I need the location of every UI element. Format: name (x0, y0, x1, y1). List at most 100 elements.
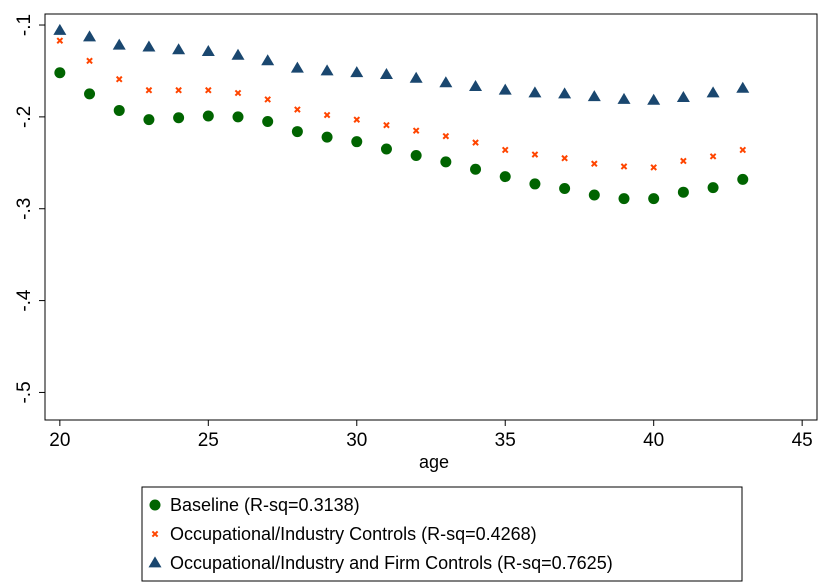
data-point (707, 182, 719, 194)
legend-marker (151, 530, 159, 538)
data-point (617, 92, 631, 104)
data-point (648, 193, 660, 205)
legend-box (141, 486, 743, 582)
data-point (380, 143, 392, 155)
data-point (231, 48, 245, 60)
data-point (591, 160, 598, 168)
data-point (383, 121, 390, 129)
data-point (56, 37, 64, 44)
y-tick-label: -.2 (14, 106, 35, 128)
x-tick-label: 45 (792, 430, 813, 451)
y-tick-label: -.3 (14, 198, 35, 220)
data-point (201, 45, 215, 57)
data-point (528, 86, 542, 98)
x-tick-label: 30 (346, 430, 367, 451)
plot-frame (44, 13, 818, 421)
y-tick-label: -.1 (14, 14, 35, 36)
x-axis: 20 25 30 35 40 45 (49, 420, 813, 451)
data-point (501, 146, 509, 154)
data-point (677, 186, 689, 198)
x-tick-label: 35 (495, 430, 516, 451)
data-point (112, 38, 126, 50)
data-point (143, 114, 155, 126)
data-point (290, 61, 304, 73)
series-1 (54, 67, 749, 205)
data-point (83, 30, 97, 42)
x-tick-label: 20 (49, 430, 70, 451)
data-point (321, 131, 333, 143)
data-point (650, 164, 657, 171)
data-point (54, 67, 66, 79)
data-point (53, 23, 67, 35)
data-point (559, 183, 571, 195)
data-point (737, 173, 749, 185)
data-point (618, 193, 630, 205)
data-point (410, 149, 422, 161)
data-point (291, 126, 303, 138)
data-point (232, 111, 244, 123)
data-point (262, 115, 274, 127)
data-point (736, 81, 750, 93)
data-point (472, 139, 479, 146)
data-point (676, 90, 690, 102)
x-tick-label: 25 (198, 430, 219, 451)
data-point (379, 68, 393, 80)
data-point (709, 153, 717, 160)
data-point (351, 136, 363, 148)
data-point (294, 106, 301, 113)
x-tick-label: 40 (643, 430, 664, 451)
legend-label: Occupational/Industry and Firm Controls … (170, 553, 613, 573)
legend-marker (148, 556, 162, 568)
data-point (470, 163, 482, 175)
data-point (115, 75, 123, 83)
data-point (202, 110, 214, 122)
data-point (706, 86, 720, 98)
data-point (264, 96, 271, 103)
data-point (205, 86, 212, 94)
data-point (172, 43, 186, 55)
legend-marker (149, 499, 161, 511)
data-point (142, 40, 156, 52)
data-point (350, 66, 364, 78)
legend: Baseline (R-sq=0.3138) Occupational/Indus… (141, 486, 743, 582)
data-point (440, 156, 452, 168)
data-point (587, 90, 601, 102)
data-points (53, 23, 750, 205)
legend-label: Occupational/Industry Controls (R-sq=0.4… (170, 524, 537, 544)
data-point (84, 88, 96, 100)
data-point (739, 146, 747, 154)
data-point (647, 93, 661, 105)
data-point (588, 189, 600, 201)
data-point (412, 127, 420, 134)
data-point (323, 111, 331, 119)
data-point (173, 112, 185, 124)
data-point (561, 154, 568, 162)
data-point (531, 151, 539, 158)
series-3 (53, 23, 750, 105)
data-point (234, 89, 242, 97)
data-point (498, 83, 512, 95)
y-tick-label: -.4 (14, 289, 35, 312)
data-point (261, 54, 275, 66)
data-point (320, 64, 334, 76)
data-point (442, 132, 450, 140)
y-tick-label: -.5 (14, 381, 35, 403)
y-axis: -.1 -.2 -.3 -.4 -.5 (14, 14, 45, 404)
data-point (86, 57, 93, 65)
data-point (620, 163, 628, 170)
data-point (409, 71, 423, 83)
data-point (113, 104, 125, 116)
x-axis-title: age (419, 452, 449, 472)
series-2 (56, 37, 747, 171)
data-point (145, 86, 153, 94)
data-point (353, 116, 361, 123)
data-point (529, 178, 541, 190)
legend-label: Baseline (R-sq=0.3138) (170, 495, 360, 515)
data-point (499, 171, 511, 183)
data-point (558, 87, 572, 99)
data-point (175, 86, 182, 94)
data-point (680, 157, 687, 165)
data-point (469, 79, 483, 91)
data-point (439, 76, 453, 88)
